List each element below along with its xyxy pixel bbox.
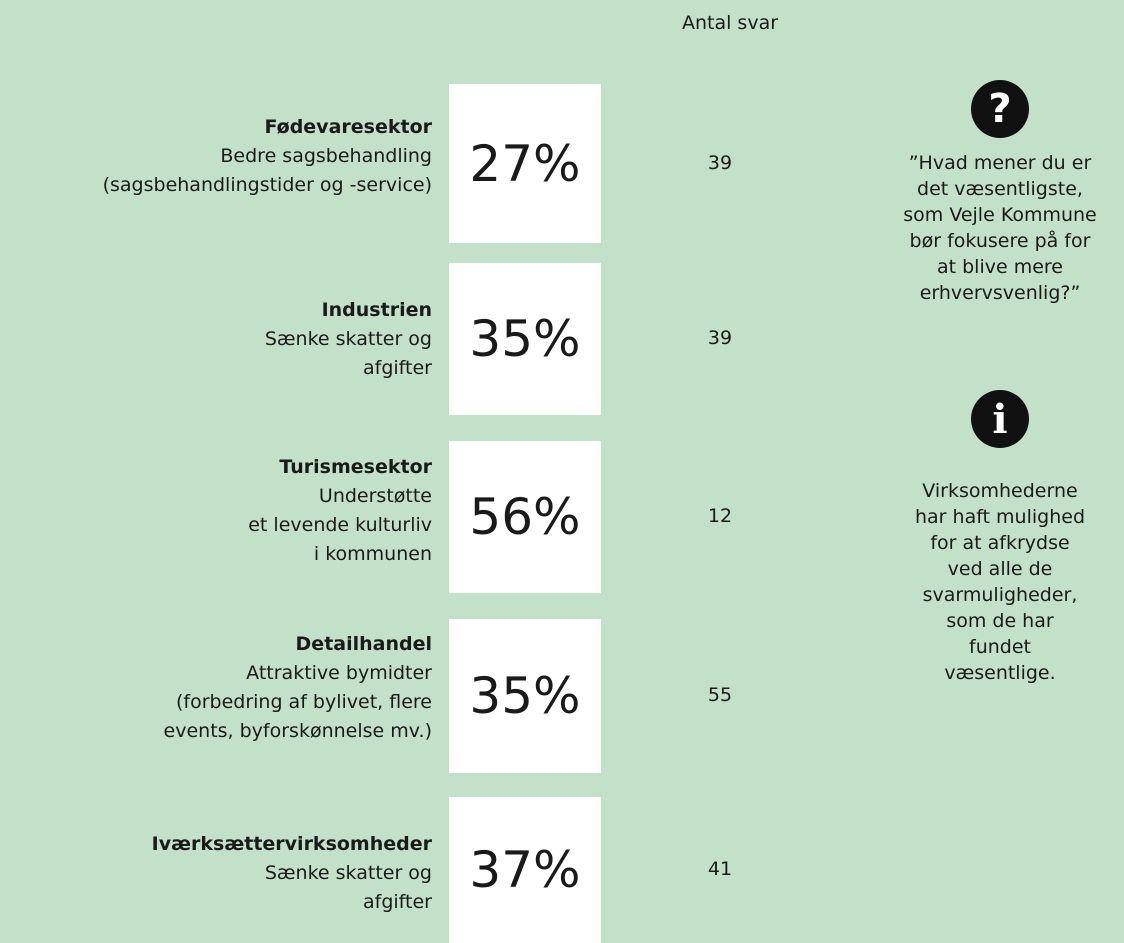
sector-name: Fødevaresektor [264,116,432,138]
sector-name: Detailhandel [295,633,432,655]
description-line: (forbedring af bylivet, flere [175,691,432,713]
description-line: i kommunen [313,543,432,565]
info-line: svarmuligheder, [922,584,1078,606]
count: 39 [707,327,733,349]
percent-box: 37% [449,797,601,943]
info-line: Virksomhederne [922,480,1078,502]
question-icon: ? [971,80,1029,138]
row-label: Industrien Sænke skatter og afgifter [265,296,432,383]
count: 41 [707,858,733,880]
description-line: events, byforskønnelse mv.) [163,720,432,742]
question-line: det væsentligste, [917,178,1083,200]
question-line: bør fokusere på for [909,230,1091,252]
description-line: Sænke skatter og [264,862,432,884]
description-line: et levende kulturliv [248,514,432,536]
info-icon: i [971,390,1029,448]
count: 39 [707,151,733,174]
sector-name: Iværksættervirksomheder [151,833,432,855]
question-line: som Vejle Kommune [903,204,1097,226]
count: 12 [707,505,733,527]
row-label: Detailhandel Attraktive bymidter (forbedri… [164,630,432,746]
description-line: afgifter [363,891,432,913]
info-line: som de har [946,610,1054,632]
info-line: har haft mulighed [914,506,1086,528]
percent-box: 56% [449,441,601,593]
percent-box: 35% [449,263,601,415]
question-text: ”Hvad mener du er det væsentligste, som Ve… [870,150,1124,306]
description-line: afgifter [363,357,432,379]
sector-name: Turismesektor [279,456,432,478]
percent-box: 27% [449,84,601,243]
row-label: Iværksættervirksomheder Sænke skatter og a… [152,830,432,917]
description-line: Understøtte [318,485,432,507]
info-line: væsentlige. [944,662,1056,684]
question-line: erhvervsvenlig?” [919,282,1081,304]
row-label: Fødevaresektor Bedre sagsbehandling (sagsb… [103,113,432,200]
description-line: Bedre sagsbehandling [220,145,432,167]
percent-box: 35% [449,619,601,773]
info-line: for at afkrydse [930,532,1070,554]
info-line: ved alle de [947,558,1053,580]
sector-name: Industrien [321,299,432,321]
description-line: (sagsbehandlingstider og -service) [102,174,432,196]
info-line: fundet [969,636,1031,658]
description-line: Sænke skatter og [264,328,432,350]
row-label: Turismesektor Understøtte et levende kultu… [248,453,432,569]
description-line: Attraktive bymidter [246,662,432,684]
count-header: Antal svar [681,12,779,34]
question-line: at blive mere [936,256,1063,278]
count: 55 [707,684,733,706]
info-text: Virksomhederne har haft mulighed for at af… [870,478,1124,686]
question-line: ”Hvad mener du er [908,152,1092,174]
